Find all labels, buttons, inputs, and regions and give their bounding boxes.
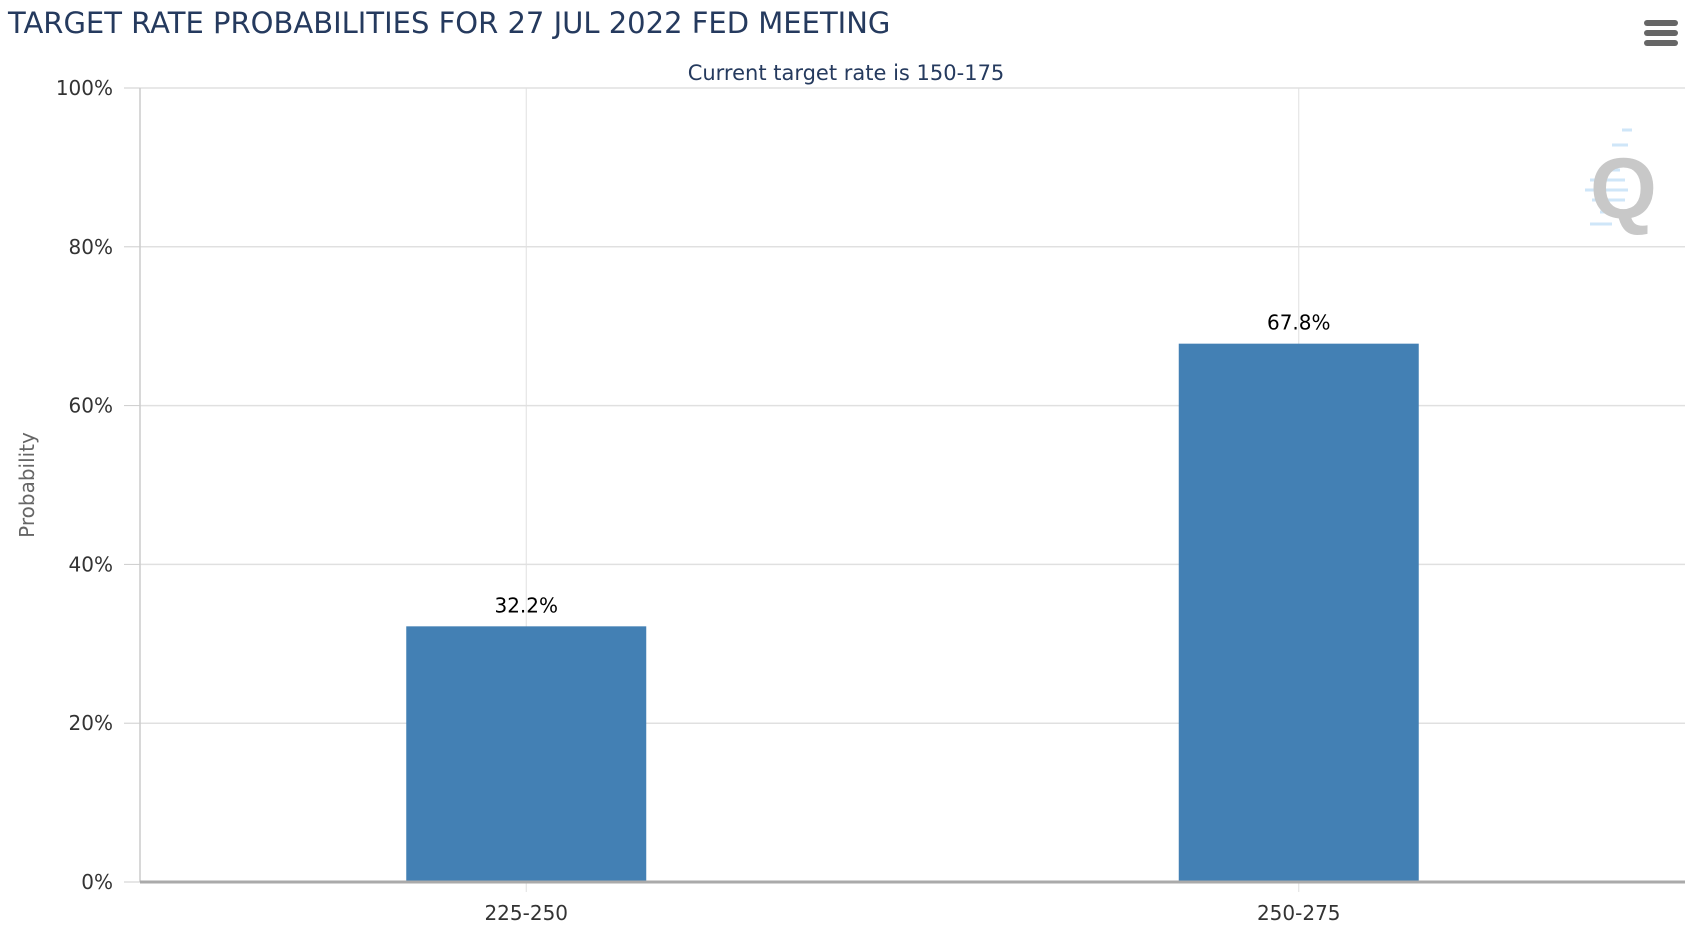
- x-tick-label: 225-250: [484, 901, 568, 925]
- y-tick-label: 20%: [69, 711, 113, 735]
- chart-title: TARGET RATE PROBABILITIES FOR 27 JUL 202…: [7, 6, 890, 40]
- y-tick-label: 100%: [56, 76, 113, 100]
- y-tick-label: 60%: [69, 394, 113, 418]
- x-tick-label: 250-275: [1257, 901, 1341, 925]
- bar-250-275: [1178, 343, 1419, 883]
- data-label: 67.8%: [1267, 311, 1331, 335]
- chart-subtitle: Current target rate is 150-175: [688, 61, 1005, 85]
- y-tick-label: 40%: [69, 552, 113, 576]
- watermark-logo: Q: [1585, 128, 1657, 237]
- hamburger-menu-icon[interactable]: [1644, 20, 1678, 46]
- svg-text:Q: Q: [1590, 141, 1657, 237]
- y-tick-label: 0%: [81, 870, 113, 894]
- y-axis-title: Probability: [15, 432, 39, 538]
- data-label: 32.2%: [494, 593, 558, 617]
- y-tick-label: 80%: [69, 235, 113, 259]
- bar-225-250: [406, 626, 647, 882]
